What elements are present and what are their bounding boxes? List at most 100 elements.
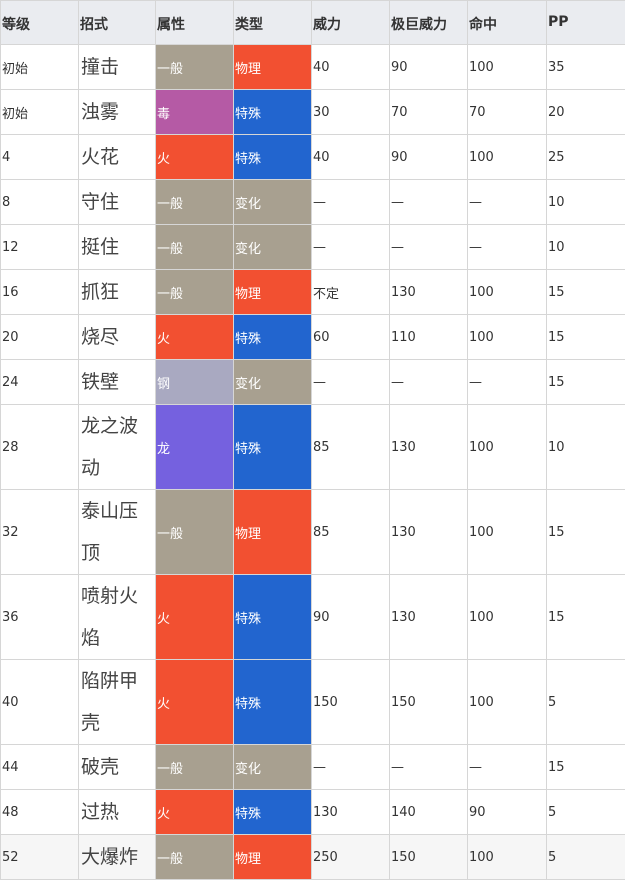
- power-cell: 130: [311, 789, 390, 835]
- power-cell: 85: [311, 404, 390, 490]
- accuracy-cell: 100: [467, 404, 547, 490]
- category-cell: 特殊: [233, 134, 312, 180]
- level-cell: 20: [0, 314, 79, 360]
- pp-cell: 25: [546, 134, 625, 180]
- accuracy-cell: 100: [467, 269, 547, 315]
- category-cell: 物理: [233, 834, 312, 880]
- table-row: 初始 撞击 一般 物理 40 90 100 35: [0, 44, 625, 90]
- table-row: 12 挺住 一般 变化 — — — 10: [0, 224, 625, 270]
- move-name-cell[interactable]: 喷射火焰: [78, 574, 156, 660]
- power-cell: 250: [311, 834, 390, 880]
- move-name-cell[interactable]: 过热: [78, 789, 156, 835]
- move-name-cell[interactable]: 撞击: [78, 44, 156, 90]
- move-name-cell[interactable]: 破壳: [78, 744, 156, 790]
- header-max-power[interactable]: 极巨威力: [389, 0, 468, 45]
- pp-cell: 20: [546, 89, 625, 135]
- max-power-cell: 150: [389, 659, 468, 745]
- move-name-cell[interactable]: 火花: [78, 134, 156, 180]
- type-cell[interactable]: 钢: [155, 359, 234, 405]
- max-power-cell: 110: [389, 314, 468, 360]
- category-cell: 变化: [233, 179, 312, 225]
- type-cell[interactable]: 火: [155, 134, 234, 180]
- move-name-cell[interactable]: 陷阱甲壳: [78, 659, 156, 745]
- pp-cell: 5: [546, 789, 625, 835]
- type-cell[interactable]: 火: [155, 659, 234, 745]
- pp-cell: 10: [546, 224, 625, 270]
- level-cell: 44: [0, 744, 79, 790]
- level-cell: 16: [0, 269, 79, 315]
- category-cell: 特殊: [233, 659, 312, 745]
- category-cell: 特殊: [233, 404, 312, 490]
- type-cell[interactable]: 一般: [155, 44, 234, 90]
- accuracy-cell: —: [467, 224, 547, 270]
- category-cell: 特殊: [233, 789, 312, 835]
- type-cell[interactable]: 火: [155, 574, 234, 660]
- power-cell: 85: [311, 489, 390, 575]
- max-power-cell: —: [389, 359, 468, 405]
- accuracy-cell: —: [467, 744, 547, 790]
- pp-cell: 15: [546, 314, 625, 360]
- max-power-cell: —: [389, 224, 468, 270]
- move-name-cell[interactable]: 龙之波动: [78, 404, 156, 490]
- table-row: 40 陷阱甲壳 火 特殊 150 150 100 5: [0, 659, 625, 745]
- type-cell[interactable]: 一般: [155, 744, 234, 790]
- level-cell: 40: [0, 659, 79, 745]
- max-power-cell: 130: [389, 574, 468, 660]
- type-cell[interactable]: 龙: [155, 404, 234, 490]
- max-power-cell: —: [389, 179, 468, 225]
- move-name-cell[interactable]: 抓狂: [78, 269, 156, 315]
- type-cell[interactable]: 一般: [155, 179, 234, 225]
- accuracy-cell: —: [467, 359, 547, 405]
- type-cell[interactable]: 火: [155, 314, 234, 360]
- pp-cell: 15: [546, 744, 625, 790]
- type-cell[interactable]: 毒: [155, 89, 234, 135]
- move-name-cell[interactable]: 浊雾: [78, 89, 156, 135]
- move-name-cell[interactable]: 挺住: [78, 224, 156, 270]
- header-category[interactable]: 类型: [233, 0, 312, 45]
- power-cell: 40: [311, 134, 390, 180]
- header-move[interactable]: 招式: [78, 0, 156, 45]
- type-cell[interactable]: 一般: [155, 834, 234, 880]
- header-pp[interactable]: PP: [546, 0, 625, 45]
- power-cell: 不定: [311, 269, 390, 315]
- move-name-cell[interactable]: 泰山压顶: [78, 489, 156, 575]
- type-cell[interactable]: 一般: [155, 489, 234, 575]
- accuracy-cell: —: [467, 179, 547, 225]
- accuracy-cell: 90: [467, 789, 547, 835]
- move-name-cell[interactable]: 守住: [78, 179, 156, 225]
- table-header: 等级 招式 属性 类型 威力 极巨威力 命中 PP: [0, 0, 625, 45]
- power-cell: —: [311, 359, 390, 405]
- max-power-cell: 130: [389, 489, 468, 575]
- table-row: 24 铁壁 钢 变化 — — — 15: [0, 359, 625, 405]
- table-row: 36 喷射火焰 火 特殊 90 130 100 15: [0, 574, 625, 660]
- max-power-cell: 140: [389, 789, 468, 835]
- power-cell: 30: [311, 89, 390, 135]
- accuracy-cell: 100: [467, 574, 547, 660]
- category-cell: 物理: [233, 489, 312, 575]
- level-cell: 初始: [0, 89, 79, 135]
- level-cell: 24: [0, 359, 79, 405]
- move-name-cell[interactable]: 大爆炸: [78, 834, 156, 880]
- pp-cell: 15: [546, 574, 625, 660]
- level-cell: 4: [0, 134, 79, 180]
- level-cell: 36: [0, 574, 79, 660]
- pp-cell: 15: [546, 269, 625, 315]
- header-level[interactable]: 等级: [0, 0, 79, 45]
- header-type[interactable]: 属性: [155, 0, 234, 45]
- power-cell: —: [311, 744, 390, 790]
- header-accuracy[interactable]: 命中: [467, 0, 547, 45]
- type-cell[interactable]: 一般: [155, 269, 234, 315]
- pp-cell: 35: [546, 44, 625, 90]
- category-cell: 变化: [233, 224, 312, 270]
- type-cell[interactable]: 火: [155, 789, 234, 835]
- category-cell: 特殊: [233, 574, 312, 660]
- accuracy-cell: 100: [467, 659, 547, 745]
- table-row: 48 过热 火 特殊 130 140 90 5: [0, 789, 625, 835]
- move-name-cell[interactable]: 烧尽: [78, 314, 156, 360]
- move-name-cell[interactable]: 铁壁: [78, 359, 156, 405]
- pp-cell: 10: [546, 404, 625, 490]
- header-power[interactable]: 威力: [311, 0, 390, 45]
- level-cell: 28: [0, 404, 79, 490]
- accuracy-cell: 100: [467, 834, 547, 880]
- type-cell[interactable]: 一般: [155, 224, 234, 270]
